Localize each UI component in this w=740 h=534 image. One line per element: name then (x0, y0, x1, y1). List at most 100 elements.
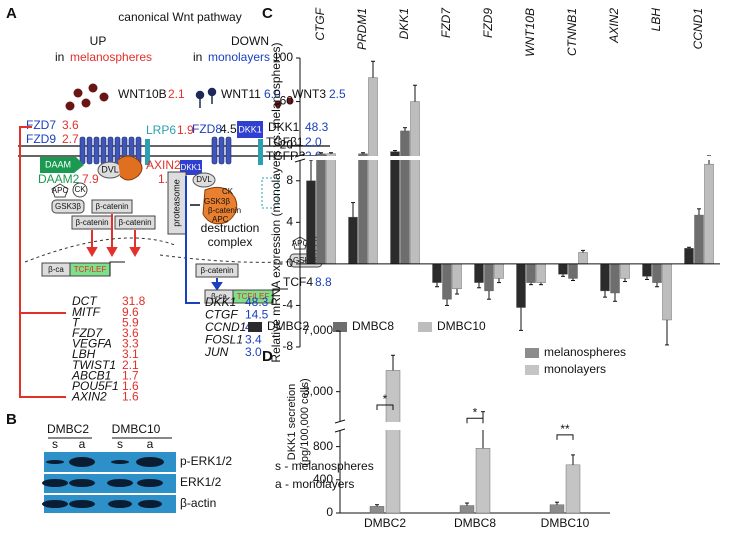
ligand-name: WNT3 (292, 87, 326, 101)
gene-name: CTGF (205, 308, 238, 322)
gene-value: 14.5 (245, 308, 269, 322)
legend-swatch (525, 365, 539, 375)
membrane (18, 145, 330, 157)
gene-value: 9.6 (122, 305, 139, 319)
component-label: TCF/LEF (74, 265, 107, 274)
legend-swatch (333, 322, 347, 332)
bar (306, 180, 316, 265)
ligand-value: 6.0 (264, 87, 281, 101)
panel-label: C (262, 5, 273, 22)
down-label: DOWN (231, 34, 269, 48)
ligand-name: WNT11 (221, 87, 261, 101)
y-tick-label: 0 (326, 505, 333, 519)
bar (578, 252, 588, 265)
pathway-title: canonical Wnt pathway (118, 10, 241, 24)
bar (536, 263, 546, 283)
break-mark (334, 419, 346, 424)
apc-shape (51, 183, 69, 198)
gene-name: DCT (72, 294, 98, 308)
gene-name: TWIST1 (72, 358, 116, 372)
up-in: in (55, 50, 64, 64)
bar (494, 263, 504, 279)
wnt11-ligands (195, 87, 217, 108)
significance-label: * (473, 405, 478, 419)
break-mark (334, 428, 346, 433)
panel-a: canonical Wnt pathway UP in melanosphere… (18, 10, 346, 404)
tgfr-receptor (258, 139, 263, 165)
bar (452, 263, 462, 290)
component-label: DVL (101, 164, 119, 174)
gene-value: 3.4 (245, 333, 262, 347)
component-label: DAAM (45, 159, 71, 169)
bar (459, 505, 475, 514)
component-label: CK (74, 185, 86, 194)
category-label: FZD9 (481, 8, 495, 38)
y-tick-label: 60 (280, 94, 294, 108)
bar (348, 216, 358, 265)
category-label: CTNNB1 (565, 8, 579, 56)
gene-name: POU5F1 (72, 379, 119, 393)
receptor-value: 4.5 (220, 122, 237, 136)
blot-row: β-actin (180, 496, 216, 510)
bar (475, 448, 491, 514)
gene-name: VEGFA (72, 337, 112, 351)
gene-value: 1.7 (122, 368, 139, 382)
bar (474, 263, 484, 283)
tcf4-name: TCF4 (283, 275, 313, 289)
receptor-value: 1.9 (177, 123, 194, 137)
lrp6-receptor (145, 139, 150, 165)
y-tick-label: 0 (286, 256, 293, 270)
wnt10b-ligands (65, 83, 109, 111)
y-tick-label: 7,000 (303, 323, 333, 337)
legend-swatch (418, 322, 432, 332)
y-tick-label: 20 (280, 137, 294, 151)
y-axis-label: DKK1 secretion (286, 384, 298, 460)
receptor-fragments (261, 177, 279, 209)
blot-legend: a - monolayers (275, 477, 354, 491)
panel-label: A (6, 5, 17, 22)
bar (369, 506, 385, 514)
chart: -8 -4 0 4 8 20 60 100 CTGF PRDM1 DKK1 FZD7 FZD9 WNT10… (248, 7, 720, 363)
gene-value: 48.3 (245, 295, 269, 309)
y-tick-label: -4 (282, 298, 293, 312)
panel-b: DMBC2 DMBC10 s a s a p-ERK1/2 ERK1/2 β-a… (42, 422, 374, 513)
up-where: melanospheres (70, 50, 152, 64)
gene-name: JUN (204, 345, 229, 359)
ck-shape (72, 182, 88, 198)
gene-name: T (72, 315, 81, 329)
daam-shape (40, 157, 84, 173)
legend-label: DMBC8 (352, 319, 394, 333)
y-tick-label: 400 (313, 472, 333, 486)
gene-value: 3.6 (122, 326, 139, 340)
gene-name: FOSL1 (205, 333, 243, 347)
gene-value: 3.1 (122, 347, 139, 361)
y-tick-label: 800 (313, 439, 333, 453)
gsk-shape (51, 199, 85, 214)
bar (385, 370, 401, 514)
bar (326, 153, 336, 265)
receptor-name: DKK1 (268, 120, 300, 134)
bar (610, 263, 620, 294)
transcription-arrow (272, 288, 288, 303)
y-axis-label: (pg/100,000 cells) (299, 378, 311, 465)
component-label: DKK1 (238, 124, 262, 134)
bar (694, 214, 704, 265)
bar (558, 263, 568, 275)
blot-legend: s - melanospheres (275, 459, 374, 473)
legend-swatch (525, 348, 539, 358)
category-label: CCND1 (691, 8, 705, 49)
legend-label: monolayers (544, 362, 606, 376)
bar (316, 153, 326, 265)
bar (642, 263, 652, 277)
bar (410, 101, 420, 265)
blot-group: DMBC10 (112, 422, 161, 436)
bar (704, 163, 714, 265)
y-tick-label: -8 (282, 339, 293, 353)
down-where: monolayers (208, 50, 270, 64)
receptor-value: 2.0 (305, 135, 322, 149)
panel-label: B (6, 411, 17, 428)
ligand-value: 2.1 (168, 87, 185, 101)
blue-arrows (185, 176, 223, 304)
bar (400, 130, 410, 265)
